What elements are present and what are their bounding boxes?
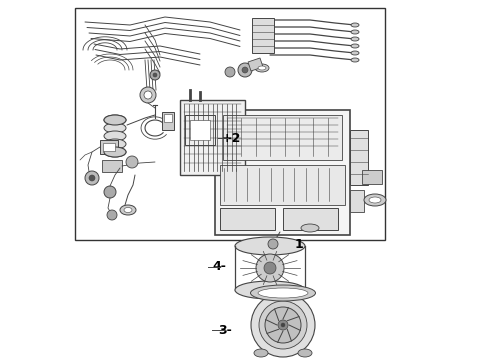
Circle shape	[89, 175, 95, 181]
Ellipse shape	[104, 131, 126, 141]
Ellipse shape	[351, 51, 359, 55]
Ellipse shape	[104, 139, 126, 149]
Ellipse shape	[351, 30, 359, 34]
Ellipse shape	[258, 288, 308, 298]
Bar	[164, 114, 172, 122]
Bar	[180, 100, 245, 175]
Circle shape	[238, 63, 252, 77]
Circle shape	[251, 293, 315, 357]
Circle shape	[144, 91, 152, 99]
Circle shape	[268, 239, 278, 249]
Bar	[350, 190, 364, 212]
Ellipse shape	[301, 224, 319, 232]
Bar	[215, 110, 350, 235]
Ellipse shape	[258, 66, 266, 70]
Ellipse shape	[124, 207, 132, 212]
Bar	[102, 160, 122, 172]
Ellipse shape	[104, 147, 126, 157]
Circle shape	[281, 323, 285, 327]
Ellipse shape	[351, 37, 359, 41]
Bar	[100, 140, 118, 154]
Ellipse shape	[369, 197, 381, 203]
Bar	[185, 115, 215, 145]
Circle shape	[126, 156, 138, 168]
Bar	[252, 18, 274, 53]
Bar	[103, 143, 115, 151]
Ellipse shape	[351, 58, 359, 62]
Bar	[362, 170, 382, 184]
Bar	[75, 8, 385, 240]
Bar	[223, 115, 342, 160]
Ellipse shape	[250, 285, 316, 301]
Ellipse shape	[120, 205, 136, 215]
Bar	[190, 120, 210, 140]
Ellipse shape	[235, 237, 305, 255]
Bar	[220, 165, 345, 205]
Circle shape	[265, 307, 301, 343]
Text: 3-: 3-	[218, 324, 232, 337]
Bar	[162, 112, 174, 130]
Ellipse shape	[255, 64, 269, 72]
Ellipse shape	[235, 281, 305, 299]
Text: 1: 1	[295, 238, 304, 252]
Circle shape	[140, 87, 156, 103]
Ellipse shape	[104, 115, 126, 125]
Circle shape	[153, 73, 157, 77]
Polygon shape	[248, 58, 263, 71]
Circle shape	[225, 67, 235, 77]
Bar	[283, 208, 338, 230]
Text: 4-: 4-	[212, 261, 226, 274]
Ellipse shape	[351, 23, 359, 27]
Circle shape	[150, 70, 160, 80]
Circle shape	[278, 320, 288, 330]
Circle shape	[256, 254, 284, 282]
Ellipse shape	[104, 147, 126, 157]
Ellipse shape	[351, 44, 359, 48]
Bar	[220, 208, 275, 230]
Circle shape	[85, 171, 99, 185]
Circle shape	[104, 186, 116, 198]
Ellipse shape	[298, 349, 312, 357]
Circle shape	[242, 67, 248, 73]
Circle shape	[264, 262, 276, 274]
Circle shape	[259, 301, 307, 349]
Ellipse shape	[254, 349, 268, 357]
Bar	[350, 130, 368, 185]
Text: +2: +2	[222, 131, 242, 144]
Ellipse shape	[104, 115, 126, 125]
Circle shape	[107, 210, 117, 220]
Ellipse shape	[364, 194, 386, 206]
Ellipse shape	[104, 123, 126, 133]
